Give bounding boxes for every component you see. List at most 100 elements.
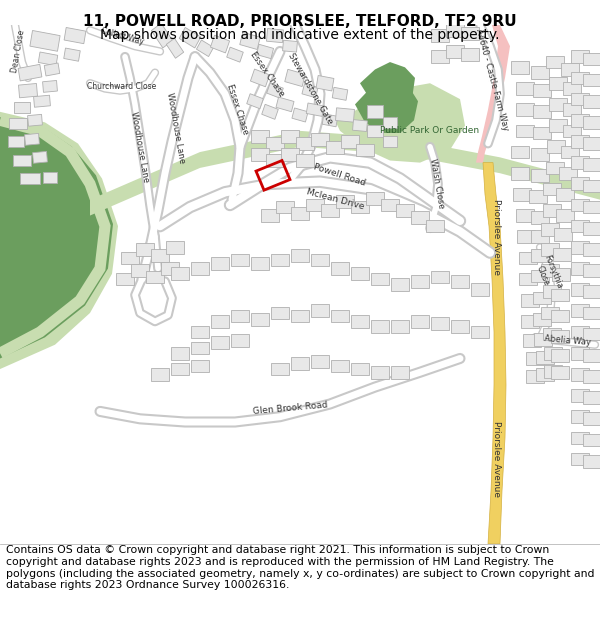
Bar	[511, 61, 529, 74]
Bar	[211, 336, 229, 349]
Bar	[583, 158, 600, 171]
Bar	[367, 106, 383, 118]
Bar	[161, 262, 179, 275]
Bar	[519, 251, 537, 264]
Bar	[121, 251, 139, 264]
Bar	[526, 352, 544, 365]
Bar	[533, 127, 551, 139]
Polygon shape	[90, 131, 600, 216]
Bar	[166, 241, 184, 254]
Bar	[571, 368, 589, 381]
Bar	[583, 222, 600, 234]
Bar	[516, 103, 534, 116]
Bar	[276, 201, 294, 214]
Text: Essex Chase: Essex Chase	[226, 83, 250, 136]
Bar	[531, 66, 549, 79]
Bar	[231, 310, 249, 322]
Text: Public Park Or Garden: Public Park Or Garden	[380, 126, 479, 136]
Bar	[571, 389, 589, 402]
Bar	[351, 362, 369, 376]
Bar	[517, 231, 535, 243]
Bar	[541, 223, 559, 236]
Bar	[19, 84, 37, 98]
Bar	[171, 362, 189, 376]
Bar	[523, 334, 541, 347]
Bar	[351, 201, 369, 214]
Bar	[563, 103, 581, 116]
Bar	[276, 97, 294, 112]
Bar	[583, 412, 600, 425]
Bar	[271, 307, 289, 319]
Bar	[551, 289, 569, 301]
Bar	[533, 84, 551, 97]
Bar	[316, 76, 334, 91]
Bar	[411, 211, 429, 224]
Text: Walsh Close: Walsh Close	[428, 158, 446, 209]
Bar	[531, 231, 549, 243]
Bar	[446, 45, 464, 58]
Bar	[571, 220, 589, 232]
Text: Dean Close: Dean Close	[10, 29, 26, 74]
Bar	[571, 431, 589, 444]
Bar	[543, 204, 561, 217]
Bar	[526, 370, 544, 383]
Bar	[191, 359, 209, 372]
Bar	[543, 182, 561, 196]
Bar	[583, 434, 600, 446]
Polygon shape	[0, 117, 113, 359]
Bar	[461, 27, 479, 40]
Bar	[571, 411, 589, 423]
Bar	[240, 32, 260, 49]
Bar	[541, 243, 559, 256]
Bar	[571, 177, 589, 190]
Bar	[351, 268, 369, 280]
Text: 11, POWELL ROAD, PRIORSLEE, TELFORD, TF2 9RU: 11, POWELL ROAD, PRIORSLEE, TELFORD, TF2…	[83, 14, 517, 29]
Bar	[231, 334, 249, 347]
Bar	[583, 264, 600, 277]
Bar	[371, 272, 389, 286]
Bar	[151, 249, 169, 262]
Bar	[583, 52, 600, 65]
Bar	[43, 81, 58, 92]
Bar	[335, 108, 355, 122]
Bar	[8, 136, 24, 147]
Bar	[519, 272, 537, 286]
Bar	[336, 196, 354, 208]
Bar	[292, 108, 308, 122]
Bar	[256, 44, 274, 59]
Bar	[544, 365, 562, 378]
Bar	[296, 154, 314, 167]
Bar	[531, 148, 549, 161]
Text: Woodhouse Lane: Woodhouse Lane	[130, 111, 151, 183]
Polygon shape	[483, 162, 506, 544]
Bar	[571, 452, 589, 466]
Bar	[391, 321, 409, 333]
Bar	[583, 138, 600, 150]
Polygon shape	[0, 112, 118, 369]
Bar	[571, 135, 589, 148]
Bar	[513, 188, 531, 201]
Bar	[571, 92, 589, 106]
Bar	[391, 278, 409, 291]
Bar	[553, 248, 571, 261]
Bar	[431, 29, 449, 42]
Bar	[9, 118, 27, 129]
Polygon shape	[355, 80, 418, 133]
Bar	[521, 315, 539, 328]
Bar	[151, 368, 169, 381]
Bar	[64, 28, 86, 44]
Bar	[116, 272, 134, 286]
Bar	[571, 72, 589, 84]
Bar	[543, 286, 561, 298]
Bar	[266, 29, 283, 42]
Bar	[322, 114, 338, 127]
Bar	[291, 357, 309, 370]
Bar	[331, 262, 349, 275]
Bar	[531, 269, 549, 282]
Bar	[271, 254, 289, 266]
Bar	[451, 321, 469, 333]
Polygon shape	[0, 120, 105, 353]
Bar	[211, 315, 229, 328]
Bar	[171, 347, 189, 359]
Bar	[64, 48, 80, 61]
